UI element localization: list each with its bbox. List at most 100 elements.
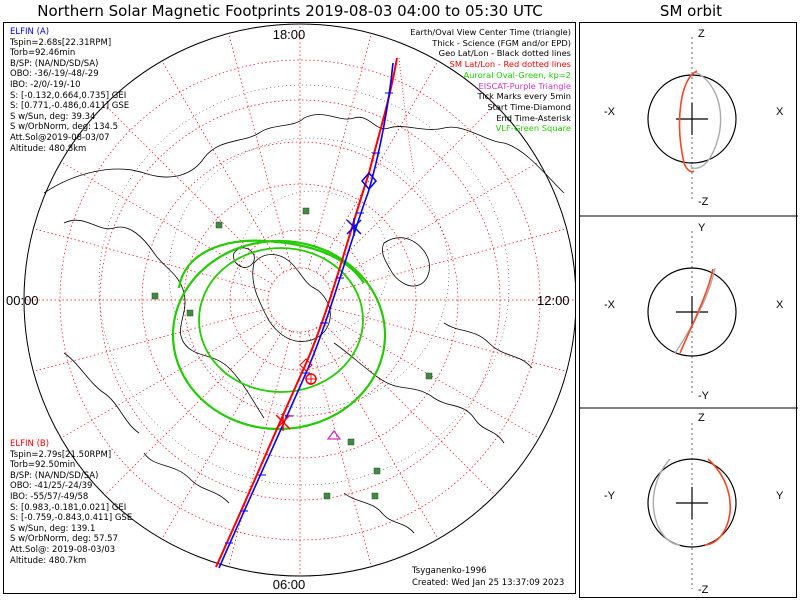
sm-spoke: [315, 60, 439, 273]
elfin-a-line: S: [-0.132,0.664,0.735] GEI: [10, 90, 127, 101]
elfin-a-line: S w/OrbNorm, deg: 134.5: [10, 122, 119, 133]
elfin-b-line: Tspin=2.79s[21.50RPM]: [10, 449, 112, 460]
legend-item: Earth/Oval View Center Time (triangle): [410, 27, 571, 37]
elfin-a-info: ELFIN (A) Tspin=2.68s[22.31RPM] Torb=92.…: [10, 27, 129, 154]
sm-spoke: [104, 104, 278, 278]
elfin-b-line: B/SP: (NA/ND/SD/SA): [10, 470, 99, 481]
vlf-square: [323, 492, 331, 500]
elfin-a-line: Tspin=2.68s[22.31RPM]: [10, 37, 112, 48]
clock-label-right: 12:00: [537, 293, 570, 308]
orbit-xz-left: -X: [604, 106, 616, 118]
sm-spoke: [307, 330, 372, 567]
legend: Earth/Oval View Center Time (triangle) T…: [410, 27, 571, 134]
orbit-xz-top: Z: [698, 28, 705, 40]
vlf-square: [371, 492, 379, 500]
orbit-xy-top: Y: [698, 222, 706, 234]
sm-spoke: [327, 161, 540, 285]
geo-grid: [98, 84, 510, 486]
sm-spoke: [104, 322, 278, 496]
polar-map-plot: 18:00 00:00 12:00 06:00: [6, 23, 575, 592]
elfin-a-track: [218, 62, 394, 569]
sm-spoke: [161, 327, 285, 540]
clock-label-top: 18:00: [273, 27, 306, 42]
model-credit: Tsyganenko-1996: [412, 566, 487, 576]
legend-item: Start Time-Diamond: [487, 101, 571, 112]
orbit-xy-right: X: [776, 299, 784, 311]
polar-map: 18:00 00:00 12:00 06:00 ELFIN (A) Tspin=…: [3, 22, 576, 594]
elfin-b-name: ELFIN (B): [10, 439, 50, 449]
legend-item: Auroral Oval-Green, kp=2: [463, 69, 571, 80]
orbit-yz-bottom: -Z: [698, 584, 709, 596]
orbit-yz-top: Z: [698, 412, 705, 424]
legend-item: Geo Lat/Lon - Black dotted lines: [438, 48, 571, 59]
elfin-a-start-diamond: [361, 171, 377, 191]
elfin-b-track: [215, 57, 415, 568]
legend-item: VLF-Green Square: [495, 123, 571, 134]
elfin-a-line: S: [0.771,-0.486,0.411] GSE: [10, 101, 130, 112]
auroral-oval: [171, 239, 387, 431]
vlf-square: [151, 292, 159, 300]
elfin-b-line: S: [-0.759,-0.843,0.411] GSE: [10, 513, 133, 524]
orbit-xz-right: X: [776, 106, 784, 118]
sm-spoke: [161, 60, 285, 273]
legend-item: End Time-Asterisk: [496, 112, 571, 123]
sm-center: [305, 373, 317, 385]
sm-spoke: [60, 315, 273, 439]
elfin-b-line: IBO: -55/57/-49/58: [10, 491, 89, 502]
elfin-b-line: S: [0.983,-0.181,0.021] GEI: [10, 502, 127, 513]
vlf-square: [186, 309, 194, 317]
elfin-a-tick-marks: [225, 92, 393, 544]
elfin-b-line: OBO: -41/25/-24/39: [10, 481, 93, 492]
orbit-panel-yz: Z -Z -Y Y: [604, 412, 784, 596]
elfin-b-start-diamond: [299, 358, 313, 372]
sm-spoke: [33, 228, 270, 293]
orbit-xy-bottom: -Y: [698, 390, 710, 402]
vlf-square: [302, 207, 310, 215]
elfin-b-end-asterisk: [275, 413, 291, 431]
elfin-a-line: B/SP: (NA/ND/SD/SA): [10, 58, 99, 69]
sm-spoke: [228, 330, 293, 567]
orbit-xz-bottom: -Z: [698, 196, 709, 208]
sm-spoke: [60, 161, 273, 285]
sm-spoke: [327, 315, 540, 439]
orbit-panel-xy: Y -Y -X X: [604, 222, 784, 402]
elfin-b-line: Torb=92.50min: [10, 460, 76, 471]
sm-spoke: [322, 104, 496, 278]
created-timestamp: Created: Wed Jan 25 13:37:09 2023: [412, 578, 565, 588]
elfin-b-line: S w/Sun, deg: 139.1: [10, 523, 96, 534]
eiscat-triangle: [326, 429, 342, 440]
elfin-a-line: S w/Sun, deg: 39.34: [10, 111, 96, 122]
elfin-a-end-asterisk: [346, 218, 362, 236]
vlf-square: [215, 221, 223, 229]
elfin-a-line: IBO: -2/0/-19/-10: [10, 79, 81, 90]
sm-spoke: [307, 33, 372, 270]
orbit-yz-right: Y: [776, 490, 784, 502]
elfin-b-info: ELFIN (B) Tspin=2.79s[21.50RPM] Torb=92.…: [10, 439, 132, 566]
elfin-a-line: Att.Sol@2019-08-03/07: [10, 132, 110, 143]
sm-spoke: [330, 307, 567, 372]
outer-circle: [23, 23, 575, 577]
elfin-b-line: Att.Sol@: 2019-08-03/03: [10, 544, 116, 555]
legend-item: Tick Marks every 5min: [477, 91, 571, 102]
legend-item: SM Lat/Lon - Red dotted lines: [449, 59, 571, 70]
vlf-square: [347, 438, 355, 446]
vlf-stations: [151, 207, 433, 500]
sm-orbit-plot: Z -Z -X X Y -Y -X X Z -Z -: [580, 28, 798, 596]
sm-spoke: [33, 307, 270, 372]
orbit-title: SM orbit: [659, 2, 723, 20]
coastlines: [43, 114, 565, 534]
elfin-b-line: Altitude: 480.7km: [10, 555, 87, 566]
clock-label-left: 00:00: [6, 293, 39, 308]
vlf-square: [373, 467, 381, 475]
elfin-a-name: ELFIN (A): [10, 27, 50, 37]
orbit-panel-xz: Z -Z -X X: [604, 28, 784, 208]
sm-spoke: [322, 322, 496, 496]
sm-spoke: [315, 327, 439, 540]
clock-label-bottom: 06:00: [273, 577, 306, 592]
vlf-square: [425, 372, 433, 380]
elfin-a-line: OBO: -36/-19/-48/-29: [10, 69, 99, 80]
sm-spoke: [228, 33, 293, 270]
page-title: Northern Solar Magnetic Footprints 2019-…: [37, 2, 543, 20]
orbit-yz-left: -Y: [604, 490, 616, 502]
orbit-xy-left: -X: [604, 299, 616, 311]
